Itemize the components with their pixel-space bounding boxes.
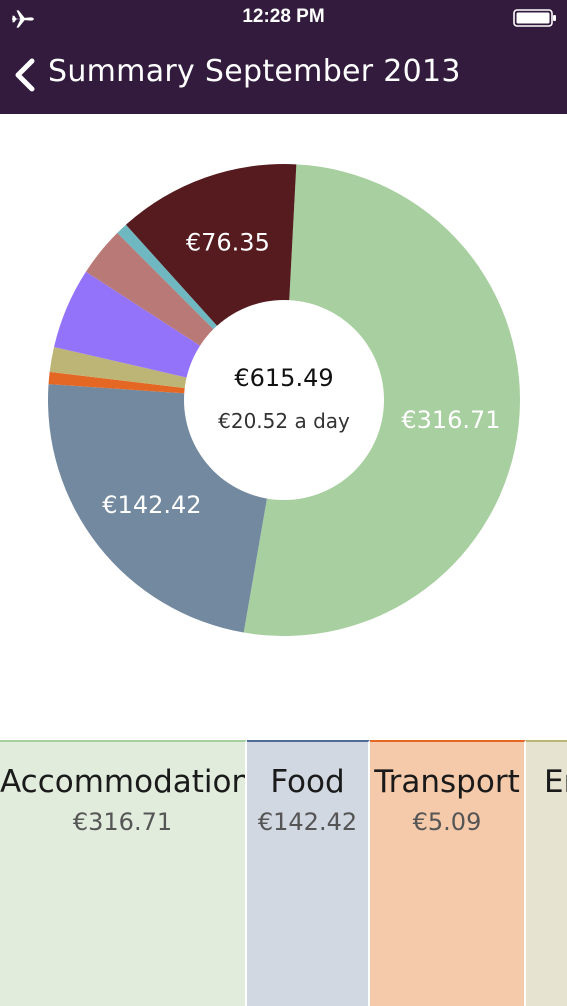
category-card-food[interactable]: Food €142.42	[247, 740, 370, 1006]
category-amount: €316.71	[72, 808, 173, 836]
slice-value-label: €76.35	[186, 229, 270, 257]
navigation-bar: Summary September 2013	[0, 46, 567, 104]
chart-area: €615.49 €20.52 a day €316.71 €142.42 €76.3…	[0, 114, 567, 740]
slice-value-label: €142.42	[102, 491, 201, 519]
airplane-icon	[12, 10, 34, 28]
chevron-left-icon[interactable]	[12, 58, 38, 92]
category-amount: €5.09	[412, 808, 482, 836]
status-bar: 12:28 PM	[0, 0, 567, 38]
category-name: Food	[270, 764, 345, 800]
category-card-partial[interactable]: En	[526, 740, 567, 1006]
category-name: Transport	[374, 764, 520, 800]
category-card-transport[interactable]: Transport €5.09	[370, 740, 526, 1006]
category-card-accommodation[interactable]: Accommodation €316.71	[0, 740, 247, 1006]
category-name: Accommodation	[0, 764, 247, 800]
daily-average: €20.52 a day	[218, 409, 350, 433]
top-bar: 12:28 PM Summary September 2013	[0, 0, 567, 114]
status-time: 12:28 PM	[242, 6, 325, 27]
total-amount: €615.49	[234, 364, 333, 392]
battery-icon	[513, 9, 556, 27]
category-name: En	[544, 764, 567, 800]
page-title: Summary September 2013	[48, 54, 461, 89]
category-strip[interactable]: Accommodation €316.71 Food €142.42 Trans…	[0, 740, 567, 1006]
category-amount: €142.42	[257, 808, 358, 836]
spending-pie-chart[interactable]: €615.49 €20.52 a day €316.71 €142.42 €76.3…	[0, 114, 567, 740]
slice-value-label: €316.71	[401, 406, 500, 434]
center-hole	[184, 300, 384, 500]
